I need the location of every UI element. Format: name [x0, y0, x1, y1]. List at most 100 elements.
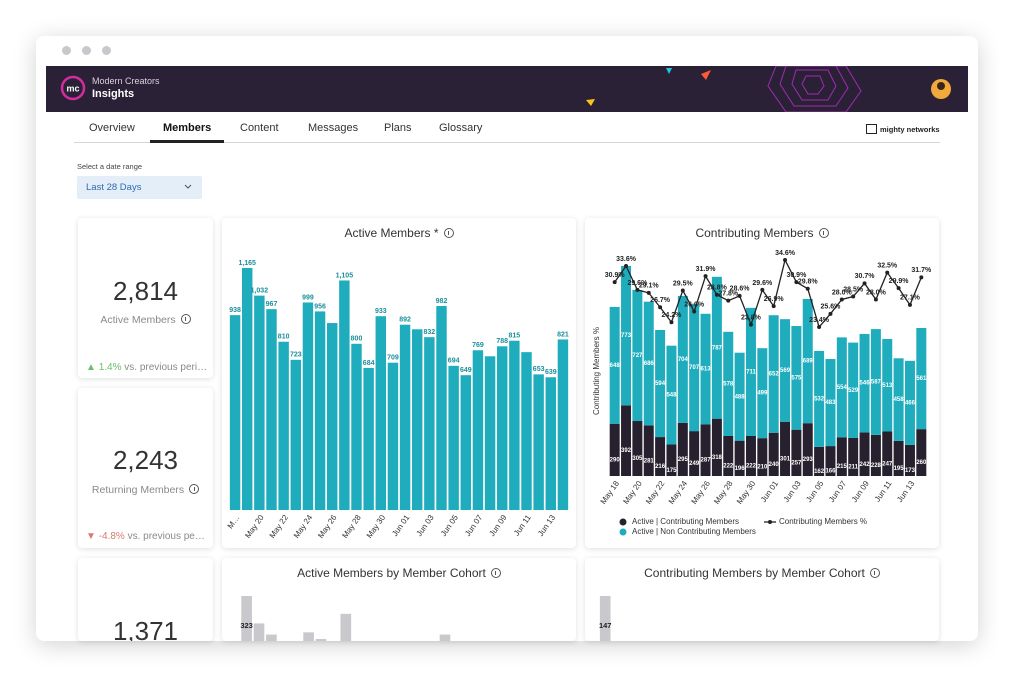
point-label: 26.7%	[650, 297, 671, 304]
kpi-label-text: Active Members	[100, 314, 176, 326]
x-tick-label: Jun 09	[850, 479, 871, 504]
value-label: 1,165	[238, 260, 256, 267]
value-label: 243	[340, 639, 353, 641]
kpi-change-value: -4.8%	[98, 531, 125, 542]
x-tick-label: May 26	[689, 479, 712, 506]
bar	[241, 596, 252, 641]
bar-segment	[882, 431, 893, 476]
bar-segment	[848, 342, 859, 438]
segment-label: 260	[916, 460, 927, 466]
value-label: 982	[436, 298, 448, 305]
bar	[496, 346, 508, 510]
segment-label: 648	[610, 363, 621, 369]
x-tick-label: May 24	[292, 513, 315, 540]
x-tick-label: May 24	[667, 479, 690, 506]
bar-segment	[711, 418, 722, 476]
bar-segment	[723, 331, 734, 436]
value-label: 709	[387, 355, 399, 362]
bar-segment	[780, 319, 791, 422]
bar	[303, 632, 314, 641]
info-icon[interactable]	[818, 228, 829, 238]
bar	[302, 302, 314, 510]
value-label: 999	[302, 294, 314, 301]
value-label: 892	[399, 317, 411, 324]
line-point	[646, 290, 651, 295]
x-tick-label: May 20	[243, 513, 266, 540]
bar-segment	[723, 435, 734, 476]
segment-label: 569	[780, 368, 791, 374]
segment-label: 211	[848, 465, 858, 471]
point-label: 24.2%	[662, 312, 683, 319]
value-label: 956	[314, 303, 326, 310]
point-label: 34.6%	[775, 250, 796, 257]
info-icon[interactable]	[189, 484, 200, 494]
segment-label: 222	[746, 464, 757, 470]
x-tick-label: Jun 07	[463, 513, 484, 538]
bar	[439, 634, 451, 641]
x-tick-label: May 28	[340, 513, 363, 540]
bar-segment	[768, 432, 779, 476]
value-label: 821	[557, 331, 569, 338]
segment-label: 561	[916, 376, 927, 382]
tab[interactable]: Overview	[89, 122, 135, 134]
line-point	[703, 274, 708, 279]
point-label: 28.8%	[707, 285, 728, 292]
bar	[229, 315, 241, 510]
info-icon[interactable]	[869, 568, 880, 578]
segment-label: 652	[769, 372, 780, 378]
line-point	[805, 286, 810, 291]
kpi-label: Active Members	[78, 314, 213, 326]
value-label: 649	[460, 367, 472, 374]
date-dropdown[interactable]: Last 28 Days	[77, 176, 202, 199]
bar-segment	[780, 421, 791, 476]
line-point	[873, 297, 878, 302]
bar-segment	[870, 329, 881, 435]
value-label: 800	[351, 336, 363, 343]
line-point	[794, 280, 799, 285]
segment-label: 613	[701, 367, 712, 373]
segment-label: 711	[746, 369, 756, 375]
bar-segment	[609, 423, 620, 476]
point-label: 23.4%	[809, 317, 830, 324]
kpi-card: 2,814 Active Members ▲ 1.4% vs. previous…	[78, 218, 213, 378]
line-point	[851, 294, 856, 299]
info-icon[interactable]	[490, 568, 501, 578]
tab[interactable]: Content	[240, 122, 279, 134]
tab-selected[interactable]: Members	[163, 122, 212, 134]
value-label: 815	[509, 333, 521, 340]
info-icon[interactable]	[443, 228, 454, 238]
line-point	[885, 270, 890, 275]
x-tick-label: May 26	[316, 513, 339, 540]
segment-label: 195	[894, 466, 905, 472]
info-icon[interactable]	[180, 314, 191, 324]
segment-label: 293	[803, 457, 814, 463]
segment-label: 773	[621, 333, 632, 339]
segment-label: 247	[882, 461, 893, 467]
bar	[484, 356, 496, 510]
value-label: 1,032	[251, 287, 269, 294]
bar-segment	[768, 315, 779, 433]
tab[interactable]: Glossary	[439, 122, 483, 134]
logo-ring	[60, 75, 86, 101]
bar	[314, 311, 326, 510]
value-label: 769	[472, 342, 484, 349]
segment-label: 166	[825, 469, 836, 475]
bar-segment	[814, 446, 825, 476]
segment-label: 196	[735, 466, 746, 472]
segment-label: 483	[825, 400, 836, 406]
bar-segment	[893, 358, 904, 441]
line-point	[669, 320, 674, 325]
segment-label: 392	[621, 448, 632, 454]
segment-label: 704	[678, 357, 689, 363]
bar-segment	[814, 350, 825, 447]
product: Insights	[92, 88, 135, 100]
tab[interactable]: Messages	[308, 122, 359, 134]
bar	[509, 340, 520, 510]
segment-label: 466	[905, 400, 916, 406]
tab[interactable]: Plans	[384, 122, 412, 134]
x-tick-label: Jun 01	[759, 479, 780, 504]
point-label: 30.9%	[605, 272, 626, 279]
value-label: 938	[229, 307, 241, 314]
segment-label: 554	[837, 385, 848, 391]
